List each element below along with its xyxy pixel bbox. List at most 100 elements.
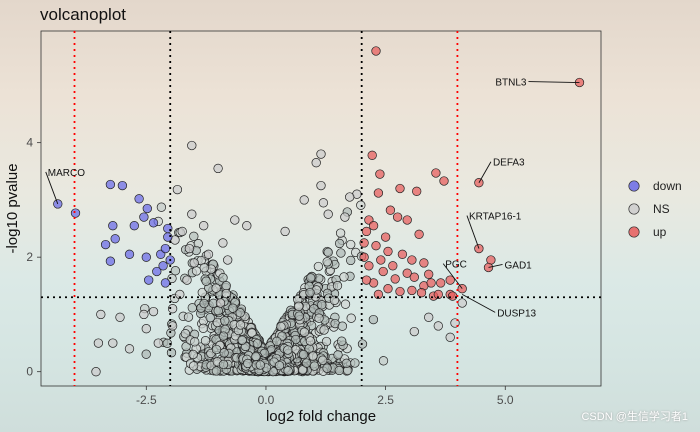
ns-point: [218, 359, 229, 370]
annotation-connector: [461, 293, 496, 313]
ns-point: [322, 363, 332, 373]
ns-point: [317, 300, 327, 310]
ns-point: [255, 360, 265, 370]
ns-point: [247, 328, 257, 338]
up-point: [373, 188, 384, 198]
ns-point: [223, 255, 233, 265]
annotation-connector: [466, 215, 480, 249]
down-point: [144, 275, 154, 285]
up-point: [433, 289, 443, 300]
ns-point: [175, 289, 185, 300]
ns-point: [203, 249, 214, 259]
up-point: [375, 169, 385, 179]
down-point: [163, 223, 173, 234]
ns-point: [283, 345, 293, 355]
ns-point: [221, 288, 231, 299]
ns-point: [167, 304, 178, 314]
up-point: [439, 176, 449, 186]
up-point: [378, 266, 388, 277]
ns-point: [139, 309, 149, 320]
ns-point: [243, 358, 253, 369]
annotation-connector: [528, 81, 580, 83]
up-point: [390, 274, 400, 284]
up-point: [416, 288, 427, 298]
legend-key-down: [628, 180, 640, 192]
annotation-connector: [442, 263, 463, 289]
ns-point: [124, 344, 135, 354]
ns-point: [340, 299, 351, 309]
ns-point: [167, 273, 177, 284]
ns-point: [198, 323, 208, 333]
ns-point: [252, 338, 262, 349]
ns-point: [340, 212, 350, 222]
ns-point: [218, 238, 228, 248]
ns-point: [409, 326, 419, 337]
ns-point: [215, 298, 226, 308]
ns-point: [318, 198, 329, 208]
ns-point: [230, 215, 240, 225]
ns-point: [298, 349, 309, 360]
ns-point: [156, 202, 167, 212]
ns-point: [211, 366, 222, 376]
ns-point: [323, 209, 333, 219]
up-point: [457, 284, 467, 294]
x-tick-label: -2.5: [136, 393, 157, 407]
ns-point: [181, 341, 191, 352]
ns-point: [205, 313, 215, 323]
ns-point: [272, 336, 282, 346]
watermark: CSDN @生信学习者1: [581, 411, 688, 423]
up-point: [402, 215, 412, 225]
plot-panel: BTNL3 MARCO DEFA3 KRTAP16-1 GAD1 PGC DUSP13: [40, 30, 602, 387]
legend-label-NS: NS: [653, 202, 670, 216]
up-point: [424, 269, 434, 279]
legend-key-up: [628, 226, 640, 238]
down-point: [105, 179, 116, 190]
ns-point: [200, 336, 211, 346]
axis-ticks: -2.5 0.0 2.5 5.0 0 2 4: [26, 136, 514, 407]
ns-point: [189, 231, 199, 241]
ns-point: [319, 325, 329, 335]
down-point: [160, 278, 171, 288]
up-point: [371, 241, 381, 251]
up-point: [368, 221, 379, 231]
down-point: [108, 221, 118, 231]
ns-point: [218, 273, 228, 283]
ns-point: [333, 350, 343, 360]
legend-key-NS: [628, 203, 640, 215]
ns-point: [187, 303, 197, 313]
annotation-label: DUSP13: [497, 308, 536, 319]
legend-label-down: down: [653, 179, 682, 193]
ns-point: [433, 321, 443, 331]
annotation-label: PGC: [445, 260, 467, 271]
up-point: [447, 291, 458, 301]
points-group: [53, 46, 585, 377]
ns-point: [199, 263, 209, 273]
ns-point: [305, 287, 315, 298]
ns-point: [219, 348, 229, 358]
y-tick-label: 2: [26, 250, 33, 264]
x-axis-title: log2 fold change: [266, 408, 376, 425]
down-point: [110, 234, 120, 244]
ns-point: [332, 281, 343, 291]
ns-point: [167, 321, 178, 331]
chart-title: volcanoplot: [40, 5, 127, 24]
down-point: [152, 266, 162, 277]
up-point: [474, 243, 484, 254]
ns-point: [346, 255, 356, 266]
ns-point: [335, 228, 346, 238]
down-point: [160, 243, 171, 254]
ns-point: [213, 163, 223, 174]
x-tick-label: 2.5: [377, 393, 394, 407]
ns-point: [199, 221, 209, 231]
ns-point: [294, 301, 304, 311]
ns-point: [141, 324, 151, 334]
ns-point: [170, 266, 181, 276]
down-point: [141, 252, 151, 262]
ns-point: [329, 295, 340, 305]
ns-point: [115, 312, 125, 322]
up-point: [376, 255, 386, 265]
ns-point: [346, 239, 356, 250]
ns-point: [368, 314, 379, 325]
ns-point: [237, 335, 247, 345]
ns-point: [314, 313, 324, 323]
